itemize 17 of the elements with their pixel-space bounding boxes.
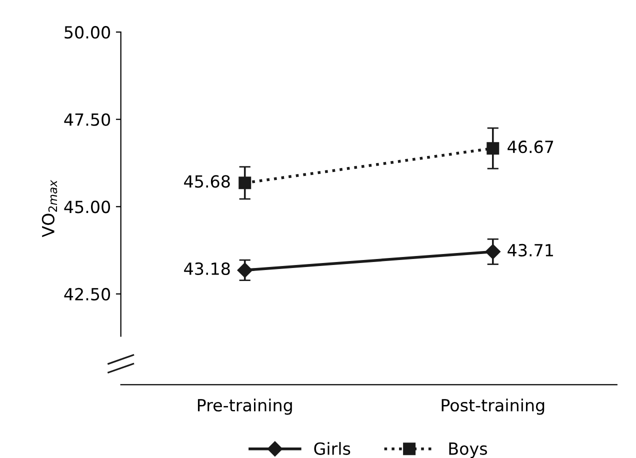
- data-label: 45.68: [184, 175, 230, 188]
- point: [486, 142, 500, 155]
- legend-label: Boys: [449, 442, 488, 458]
- y-tick-label: 50.00: [64, 26, 110, 39]
- x-tick-label: Post-training: [442, 398, 544, 415]
- point: [485, 244, 500, 260]
- y-tick-label: 47.50: [64, 113, 110, 126]
- data-label: 43.18: [184, 262, 230, 276]
- y-tick-label: 42.50: [64, 288, 110, 301]
- data-label: 43.71: [508, 244, 553, 257]
- legend-label: Girls: [314, 442, 350, 455]
- point: [238, 176, 252, 190]
- x-tick-label: Pre-training: [198, 398, 292, 415]
- y-tick-label: 45.00: [64, 200, 110, 214]
- data-label: 46.67: [508, 140, 554, 154]
- point: [237, 262, 252, 278]
- y-axis-title: VO$_{2max}$: [42, 180, 58, 238]
